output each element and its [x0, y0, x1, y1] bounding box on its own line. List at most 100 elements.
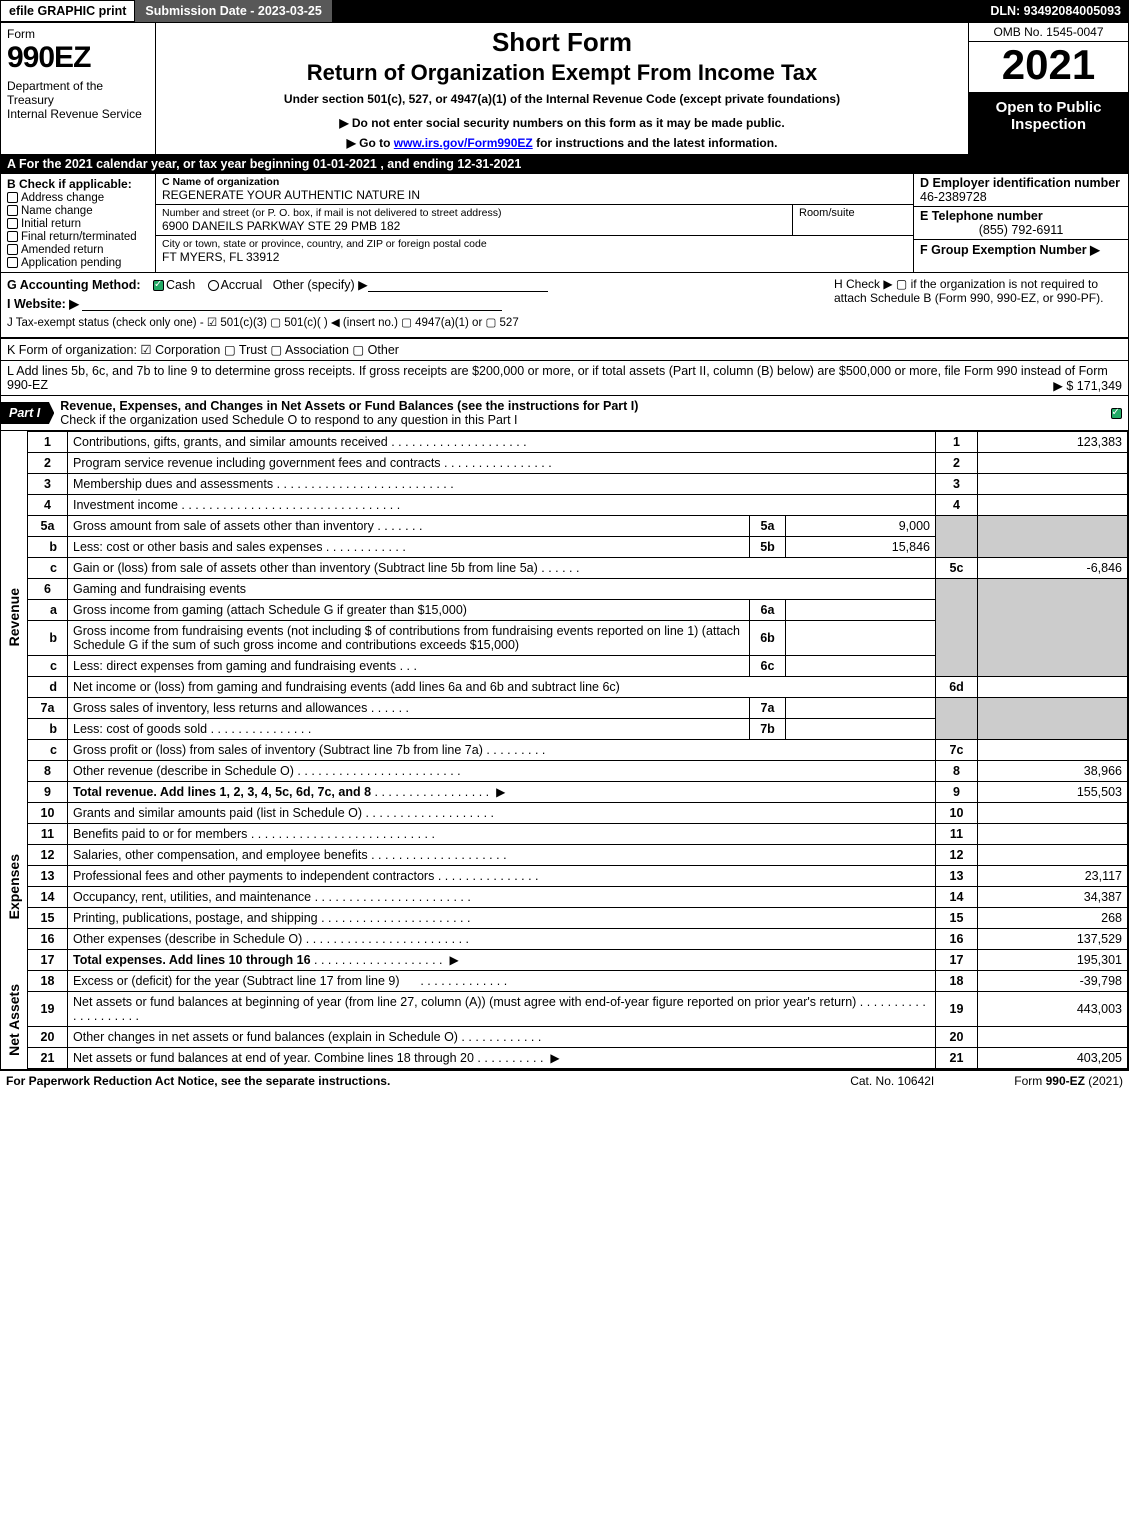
chk-amended-return[interactable]: Amended return	[7, 244, 149, 256]
chk-final-return[interactable]: Final return/terminated	[7, 231, 149, 243]
line-8: 8Other revenue (describe in Schedule O) …	[1, 761, 1128, 782]
org-name-value: REGENERATE YOUR AUTHENTIC NATURE IN	[162, 188, 907, 202]
address-value: 6900 DANEILS PARKWAY STE 29 PMB 182	[162, 219, 786, 233]
form-header: Form 990EZ Department of the Treasury In…	[1, 23, 1128, 155]
top-bar: efile GRAPHIC print Submission Date - 20…	[0, 0, 1129, 22]
group-exemption-cell: F Group Exemption Number ▶	[914, 240, 1128, 259]
line-13: 13Professional fees and other payments t…	[1, 866, 1128, 887]
line-19: 19Net assets or fund balances at beginni…	[1, 992, 1128, 1027]
department-label: Department of the Treasury Internal Reve…	[7, 79, 149, 121]
line-15: 15Printing, publications, postage, and s…	[1, 908, 1128, 929]
section-c: C Name of organization REGENERATE YOUR A…	[156, 174, 913, 272]
line-6d: dNet income or (loss) from gaming and fu…	[1, 677, 1128, 698]
section-b: B Check if applicable: Address change Na…	[1, 174, 156, 272]
g-accounting-method: G Accounting Method: Cash Accrual Other …	[7, 277, 822, 292]
chk-accrual[interactable]	[208, 280, 219, 291]
chk-cash[interactable]	[153, 280, 164, 291]
subtitle-goto: ▶ Go to www.irs.gov/Form990EZ for instru…	[162, 136, 962, 150]
line-9: 9Total revenue. Add lines 1, 2, 3, 4, 5c…	[1, 782, 1128, 803]
room-suite-cell: Room/suite	[793, 205, 913, 235]
ein-label: D Employer identification number	[920, 176, 1122, 190]
submission-date: Submission Date - 2023-03-25	[135, 0, 331, 22]
header-left: Form 990EZ Department of the Treasury In…	[1, 23, 156, 154]
line-10: Expenses 10Grants and similar amounts pa…	[1, 803, 1128, 824]
omb-number: OMB No. 1545-0047	[969, 23, 1128, 42]
b-header: B Check if applicable:	[7, 177, 149, 191]
line-5a: 5aGross amount from sale of assets other…	[1, 516, 1128, 537]
efile-print-button[interactable]: efile GRAPHIC print	[0, 0, 135, 22]
part-1-schedule-o-check[interactable]	[1104, 406, 1128, 420]
city-value: FT MYERS, FL 33912	[162, 250, 907, 264]
chk-address-change[interactable]: Address change	[7, 192, 149, 204]
ghi-row: G Accounting Method: Cash Accrual Other …	[1, 273, 1128, 338]
city-cell: City or town, state or province, country…	[156, 236, 913, 266]
line-14: 14Occupancy, rent, utilities, and mainte…	[1, 887, 1128, 908]
line-7a: 7aGross sales of inventory, less returns…	[1, 698, 1128, 719]
org-name-label: C Name of organization	[162, 176, 907, 188]
net-assets-sidebar: Net Assets	[6, 984, 22, 1056]
org-name-cell: C Name of organization REGENERATE YOUR A…	[156, 174, 913, 205]
paperwork-notice: For Paperwork Reduction Act Notice, see …	[6, 1074, 770, 1088]
i-website: I Website: ▶	[7, 296, 822, 311]
ghi-left: G Accounting Method: Cash Accrual Other …	[1, 273, 828, 337]
line-1: Revenue 1Contributions, gifts, grants, a…	[1, 432, 1128, 453]
goto-prefix: ▶ Go to	[347, 136, 394, 150]
j-tax-exempt-status: J Tax-exempt status (check only one) - ☑…	[7, 315, 822, 329]
line-17: 17Total expenses. Add lines 10 through 1…	[1, 950, 1128, 971]
line-7c: cGross profit or (loss) from sales of in…	[1, 740, 1128, 761]
part-1-tag: Part I	[1, 402, 54, 424]
chk-name-change[interactable]: Name change	[7, 205, 149, 217]
form-word: Form	[7, 27, 149, 41]
address-label: Number and street (or P. O. box, if mail…	[162, 207, 786, 219]
website-input[interactable]	[82, 297, 502, 311]
irs-link[interactable]: www.irs.gov/Form990EZ	[394, 136, 533, 150]
header-middle: Short Form Return of Organization Exempt…	[156, 23, 968, 154]
goto-suffix: for instructions and the latest informat…	[533, 136, 778, 150]
section-def: D Employer identification number 46-2389…	[913, 174, 1128, 272]
l-amount: ▶ $ 171,349	[1053, 378, 1122, 393]
open-to-public: Open to Public Inspection	[969, 93, 1128, 154]
other-method-input[interactable]	[368, 278, 548, 292]
cat-no: Cat. No. 10642I	[770, 1074, 1014, 1088]
expenses-sidebar: Expenses	[6, 854, 22, 919]
form-container: Form 990EZ Department of the Treasury In…	[0, 22, 1129, 1070]
line-21: 21Net assets or fund balances at end of …	[1, 1048, 1128, 1069]
phone-label: E Telephone number	[920, 209, 1122, 223]
tax-year: 2021	[969, 42, 1128, 93]
line-11: 11Benefits paid to or for members . . . …	[1, 824, 1128, 845]
part-1-title: Revenue, Expenses, and Changes in Net As…	[60, 396, 1104, 430]
group-exemption-label: F Group Exemption Number ▶	[920, 242, 1122, 257]
form-ref: Form 990-EZ (2021)	[1014, 1074, 1123, 1088]
title-short-form: Short Form	[162, 27, 962, 58]
line-5c: cGain or (loss) from sale of assets othe…	[1, 558, 1128, 579]
address-cell: Number and street (or P. O. box, if mail…	[156, 205, 793, 235]
k-form-of-organization: K Form of organization: ☑ Corporation ▢ …	[1, 338, 1128, 361]
page-footer: For Paperwork Reduction Act Notice, see …	[0, 1070, 1129, 1091]
line-6: 6Gaming and fundraising events	[1, 579, 1128, 600]
chk-initial-return[interactable]: Initial return	[7, 218, 149, 230]
line-2: 2Program service revenue including gover…	[1, 453, 1128, 474]
lines-table: Revenue 1Contributions, gifts, grants, a…	[1, 431, 1128, 1069]
subtitle-section: Under section 501(c), 527, or 4947(a)(1)…	[162, 92, 962, 106]
city-label: City or town, state or province, country…	[162, 238, 907, 250]
dln-label: DLN: 93492084005093	[982, 0, 1129, 22]
header-right: OMB No. 1545-0047 2021 Open to Public In…	[968, 23, 1128, 154]
chk-application-pending[interactable]: Application pending	[7, 257, 149, 269]
l-gross-receipts: L Add lines 5b, 6c, and 7b to line 9 to …	[1, 361, 1128, 396]
phone-value: (855) 792-6911	[920, 223, 1122, 237]
l-text: L Add lines 5b, 6c, and 7b to line 9 to …	[7, 364, 1108, 392]
line-16: 16Other expenses (describe in Schedule O…	[1, 929, 1128, 950]
form-number: 990EZ	[7, 41, 149, 75]
ein-value: 46-2389728	[920, 190, 1122, 204]
line-3: 3Membership dues and assessments . . . .…	[1, 474, 1128, 495]
part-1-header: Part I Revenue, Expenses, and Changes in…	[1, 396, 1128, 431]
row-a-calendar-year: A For the 2021 calendar year, or tax yea…	[1, 155, 1128, 174]
subtitle-ssn-warning: ▶ Do not enter social security numbers o…	[162, 116, 962, 130]
line-4: 4Investment income . . . . . . . . . . .…	[1, 495, 1128, 516]
phone-cell: E Telephone number (855) 792-6911	[914, 207, 1128, 240]
line-18: Net Assets 18Excess or (deficit) for the…	[1, 971, 1128, 992]
h-check: H Check ▶ ▢ if the organization is not r…	[828, 273, 1128, 337]
info-row: B Check if applicable: Address change Na…	[1, 174, 1128, 273]
title-return: Return of Organization Exempt From Incom…	[162, 60, 962, 86]
revenue-sidebar: Revenue	[6, 588, 22, 646]
